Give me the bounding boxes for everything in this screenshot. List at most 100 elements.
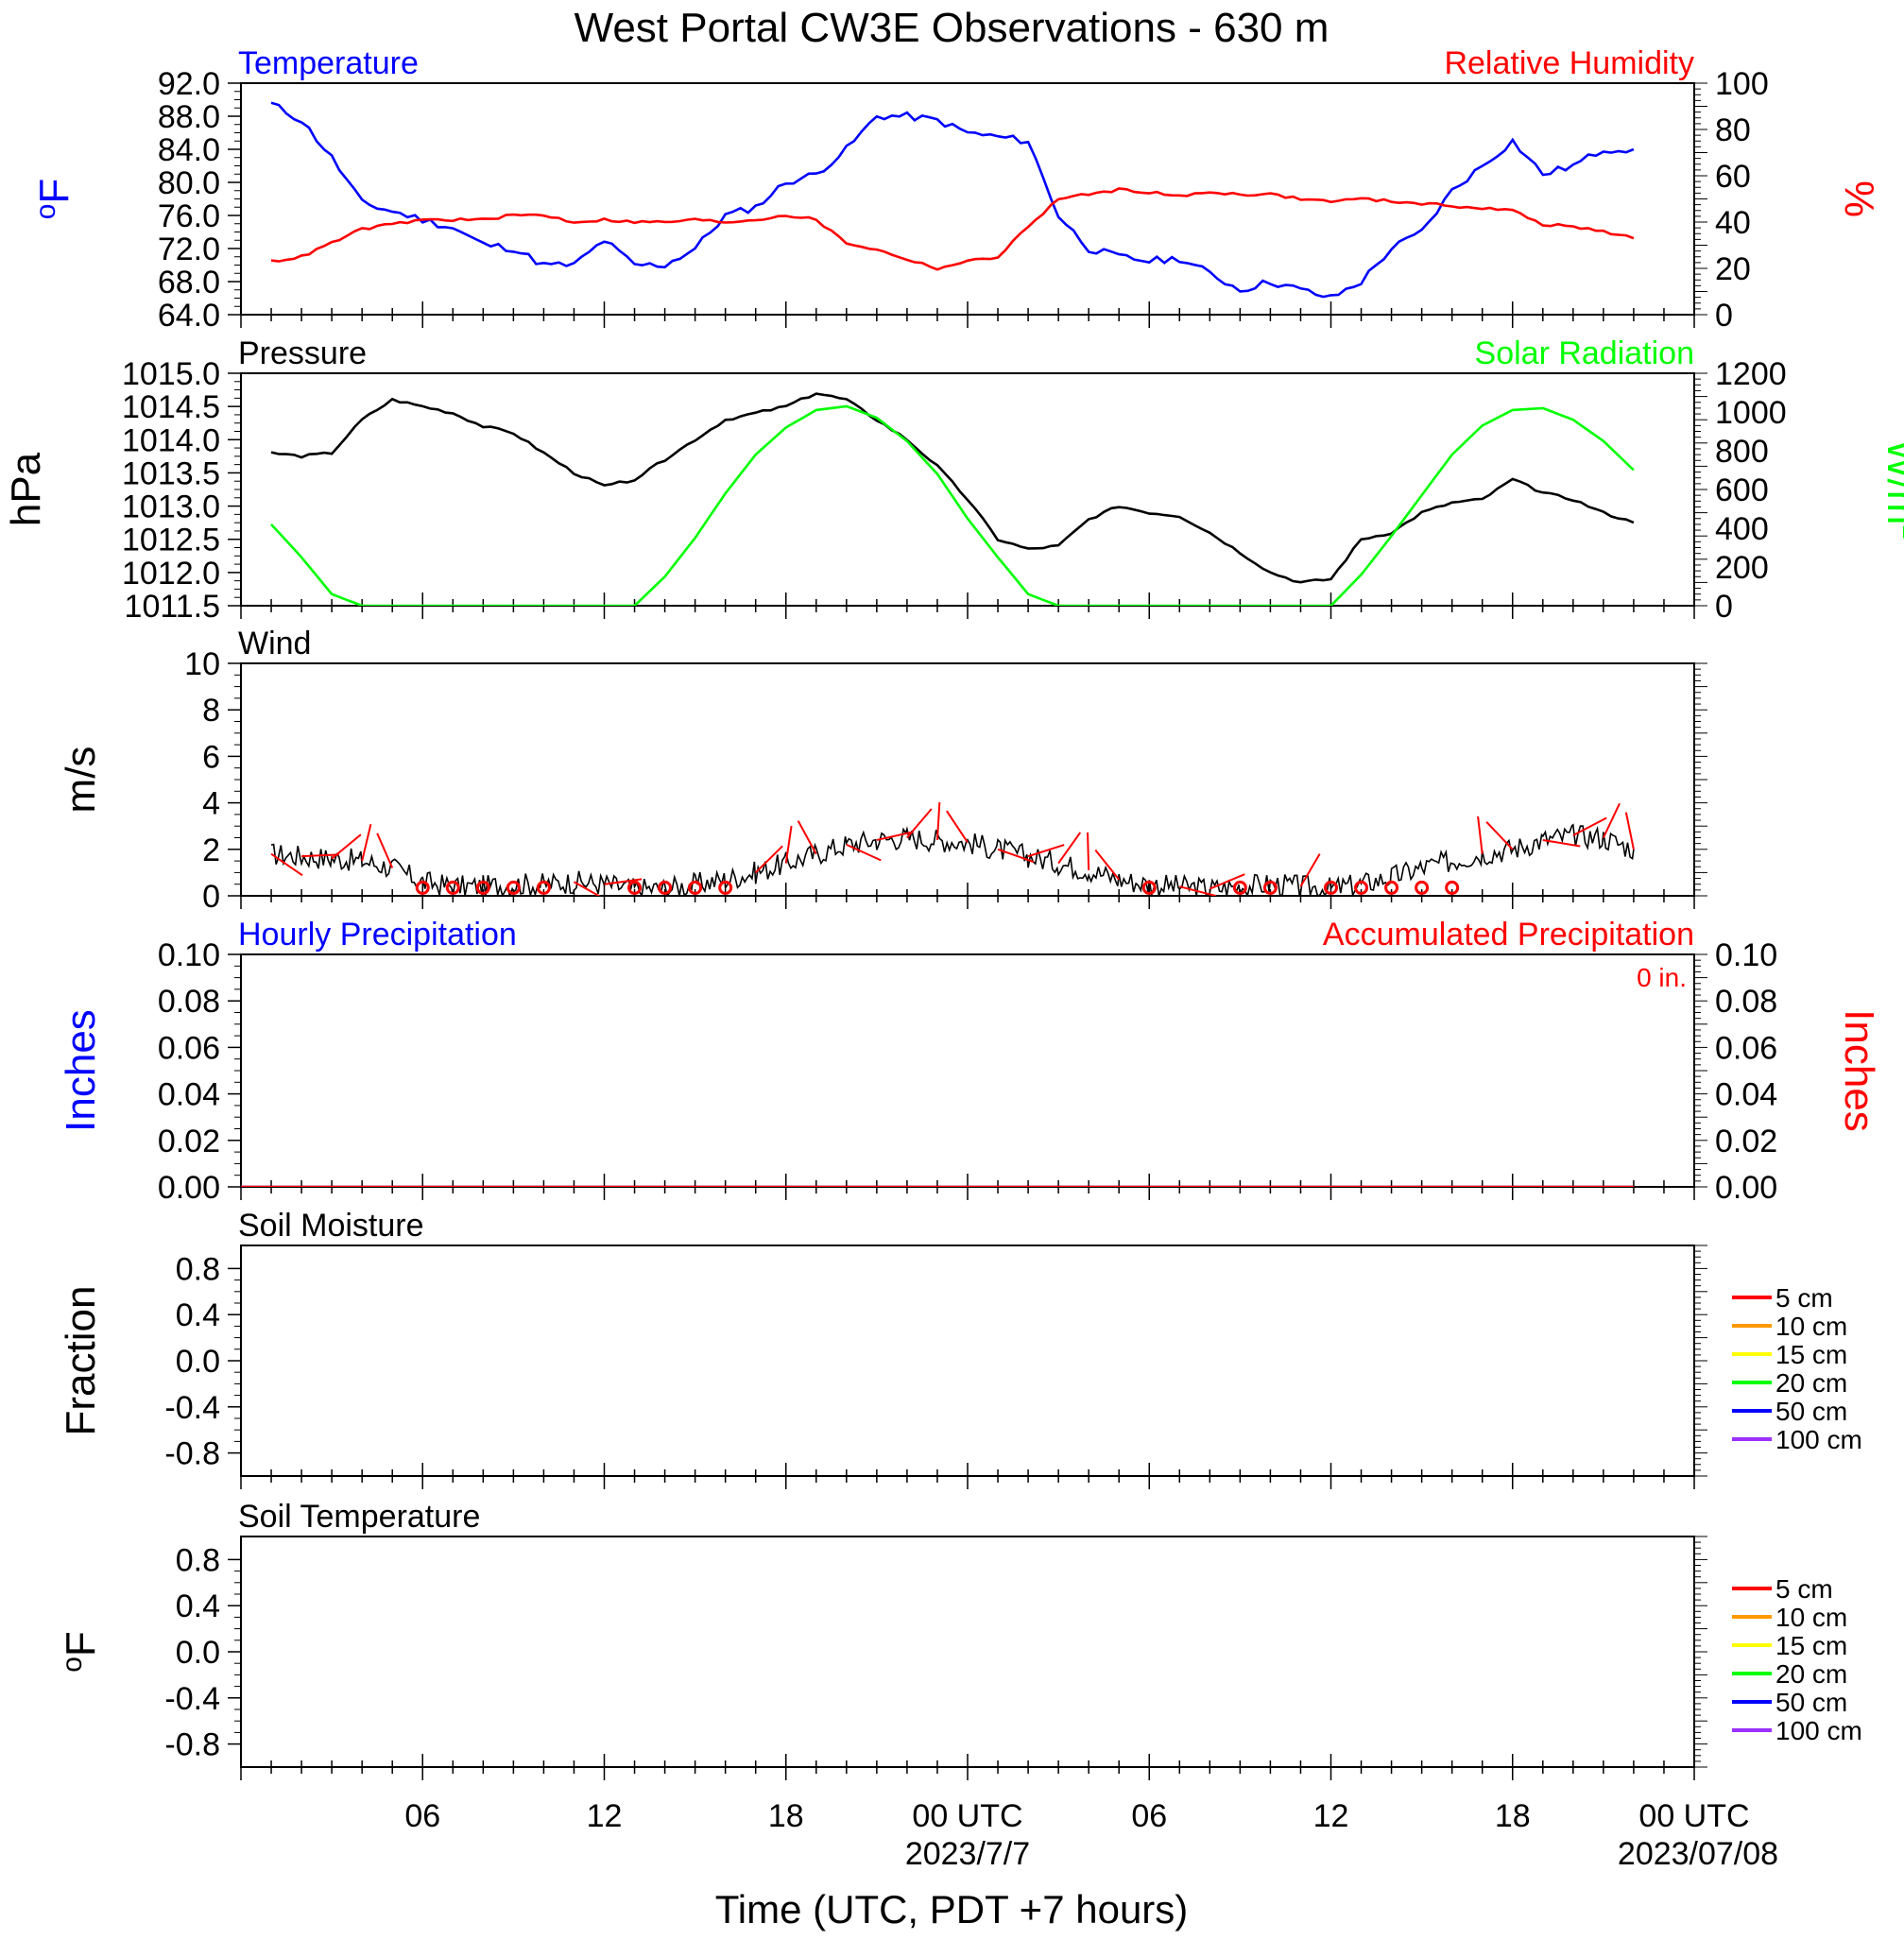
calm-wind-marker [475,880,490,895]
wind-barb [1057,832,1082,865]
y2-tick-label: 80 [1715,112,1751,148]
date-label: 2023/7/7 [905,1836,1030,1872]
y2-tick-label: 1000 [1715,395,1787,431]
calm-wind-marker [1262,880,1278,895]
wind-barb [1542,838,1581,848]
time-tick-label: 06 [404,1798,440,1834]
calm-wind-marker [718,880,733,895]
y-tick-label: 92.0 [158,66,220,102]
series-group [270,101,1635,299]
y-tick-label: 64.0 [158,298,220,334]
wind-barb [755,845,783,874]
y2-tick-label: 1200 [1715,356,1787,392]
wind-barb [946,810,969,843]
y2-tick-label: 20 [1715,251,1751,287]
time-tick-label: 18 [1495,1798,1531,1834]
series-line [270,392,1635,584]
series-line [270,404,1635,606]
y2-tick-label: 0.00 [1715,1170,1777,1206]
legend-label: 100 cm [1775,1716,1862,1745]
calm-wind-marker [445,880,460,895]
y-tick-label: 72.0 [158,232,220,267]
y-axis-label: oF [30,179,77,220]
wind-barb [1087,832,1090,870]
panel-title-left: Hourly Precipitation [238,917,517,953]
plot-frame [240,662,1695,897]
y-axis-label: m/s [58,747,104,814]
time-axis: Time (UTC, PDT +7 hours) 06 12 18 00 UTC 06 1… [404,1798,1778,1931]
panel-wind: 10 8 6 4 2 0 Wind m/s [58,626,1707,915]
calm-wind-marker [1232,880,1247,895]
calm-wind-marker [536,880,551,895]
y-tick-label: 0.8 [176,1251,220,1287]
wind-barb [331,833,362,860]
y2-tick-label: 0.08 [1715,984,1777,1020]
y2-tick-label: 40 [1715,205,1751,241]
figure-title: West Portal CW3E Observations - 630 m [575,5,1329,51]
panel-soil-moisture: 0.8 0.4 0.0 -0.4 -0.8 Soil Moisture Fraction 5 … [58,1208,1862,1489]
y-tick-label: 0.10 [158,937,220,973]
wind-barb [1477,815,1484,854]
wind-barb [1209,873,1245,890]
y-tick-label: -0.4 [164,1390,220,1426]
wind-barb [376,833,394,868]
time-tick-label: 00 UTC [912,1798,1022,1834]
time-tick-label: 00 UTC [1638,1798,1749,1834]
panel-title-right: Relative Humidity [1444,45,1694,81]
y-tick-label: 0.00 [158,1170,220,1206]
y-tick-label: 1012.0 [122,556,220,592]
y-tick-label: 0.06 [158,1030,220,1066]
panel-title-right: Accumulated Precipitation [1323,917,1694,953]
wind-barb [784,825,793,864]
panel-pressure-solar: 1015.01014.51014.01013.51013.01012.51012… [3,335,1904,625]
wind-barb [270,852,303,877]
y-tick-label: 10 [184,646,220,682]
wind-barb [1094,849,1120,881]
wind-barb [573,881,601,896]
calm-wind-marker [627,880,643,895]
y2-axis-label: W/m2 [1878,439,1904,540]
wind-barb [1027,844,1065,858]
y-tick-label: 84.0 [158,132,220,168]
y-tick-label: 0.02 [158,1124,220,1159]
series-line [270,101,1635,299]
legend-label: 5 cm [1775,1574,1833,1604]
calm-wind-marker [1141,880,1157,895]
y-tick-label: 1014.0 [122,422,220,458]
calm-wind-marker [415,880,430,895]
y-tick-label: 0.04 [158,1077,220,1113]
y-tick-label: 88.0 [158,99,220,135]
wind-barb [797,820,817,855]
wind-barb [876,831,915,841]
wind-barb [1299,853,1321,887]
y-tick-label: 76.0 [158,198,220,234]
panel-precipitation: 0.10 0.08 0.06 0.04 0.02 0.00 0.10 0.08 0.06 0.04… [58,917,1882,1206]
wind-barb [604,878,643,885]
y-axis-label: Inches [58,1009,104,1132]
legend-label: 5 cm [1775,1283,1833,1313]
calm-wind-marker [1415,880,1430,895]
series-group [270,801,1635,896]
wind-barb [1624,812,1635,850]
y2-tick-label: 0.06 [1715,1030,1777,1066]
panel-title-right: Solar Radiation [1475,335,1694,371]
wind-barb [1485,821,1514,850]
y2-axis-label: Inches [1836,1009,1882,1132]
calm-wind-marker [1354,880,1369,895]
y-tick-label: 2 [202,833,220,868]
date-label: 2023/07/08 [1618,1836,1778,1872]
wind-barb [301,853,340,858]
wind-barb [1179,885,1217,896]
series-line [270,823,1635,896]
panel-title-left: Soil Temperature [238,1499,480,1535]
y-axis-label: oF [57,1631,104,1673]
legend-label: 20 cm [1775,1659,1847,1689]
wind-barb [997,848,1035,864]
accumulated-total-label: 0 in. [1637,963,1687,992]
panels: 92.088.084.080.076.072.068.064.010080604… [3,45,1904,1780]
panel-title-left: Pressure [238,335,367,371]
y2-tick-label: 400 [1715,511,1769,547]
calm-wind-marker [688,880,703,895]
